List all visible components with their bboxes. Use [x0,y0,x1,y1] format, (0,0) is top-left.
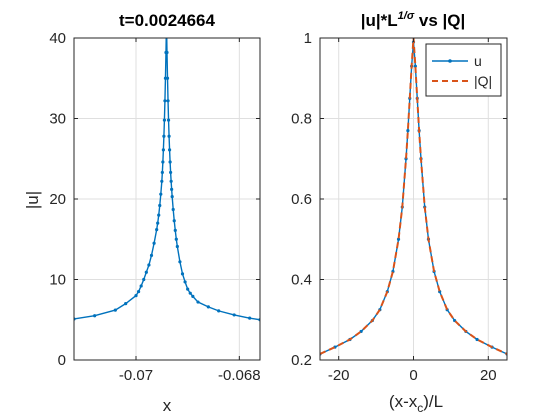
p0-data-point [172,219,176,223]
p1-series-line-1 [320,38,507,355]
p0-x-tick-label: -0.068 [218,367,261,384]
p1-x-tick-label: 20 [480,367,497,384]
p0-data-point [147,263,151,267]
left-x-axis-label: x [163,396,172,415]
p0-data-point [166,118,171,122]
p0-data-point [173,228,177,232]
p0-data-point [152,241,156,245]
p0-data-point [248,316,252,320]
p0-data-point [170,187,174,191]
p0-data-point [142,277,146,282]
left-y-axis-label: |u| [23,191,42,209]
p0-data-point [165,76,170,80]
p0-data-point [167,134,171,138]
legend-marker-0 [448,59,452,63]
p0-data-point [161,160,165,164]
p0-data-point [144,270,148,274]
p0-x-tick-label: -0.07 [119,367,153,384]
p1-data-point [475,337,479,342]
legend: u |Q| [425,43,502,97]
right-title: |u|*L1/σ vs |Q| [361,10,465,30]
p0-data-point [158,203,162,208]
p0-data-point [139,284,143,288]
p0-data-point [169,179,173,183]
p0-data-point [170,194,174,199]
p0-data-point [161,148,165,152]
p0-data-point [162,118,167,122]
p0-data-point [155,227,159,232]
legend-label-1: |Q| [474,73,492,89]
p0-data-point [169,170,173,175]
p0-data-point [165,50,169,55]
p1-y-tick-label: 1 [304,30,312,47]
left-title: t=0.0024664 [119,11,215,30]
p0-data-point [186,287,190,291]
p0-data-point [160,170,164,175]
p1-data-point [396,237,401,241]
p1-y-tick-label: 0.6 [291,191,312,208]
legend-box [425,43,502,97]
left-plot: t=0.0024664 x |u| -0.07 -0.068 0 10 20 30 40 [23,11,261,415]
p0-y-tick-label: 40 [49,30,66,47]
p1-y-tick-label: 0.4 [291,272,312,289]
p0-data-point [183,280,187,284]
p0-data-point [168,160,172,164]
p0-data-point [167,148,172,152]
p0-data-point [159,192,163,196]
p0-data-point [191,294,195,299]
p0-data-point [217,309,221,313]
right-x-axis-label: (x-xc)/L [389,392,443,415]
p0-data-point [156,221,160,225]
p0-data-point [93,314,97,318]
p0-data-point [175,244,179,249]
p0-data-point [136,289,141,294]
right-plot: |u|*L1/σ vs |Q| (x-xc)/L -20 0 20 0.2 0.4 0.6… [291,10,508,415]
p0-y-tick-label: 0 [58,352,66,369]
p1-data-point [413,64,417,68]
p0-y-tick-label: 20 [49,191,66,208]
p0-data-point [157,213,161,217]
p0-data-point [163,99,167,103]
p0-data-point [174,237,178,241]
p0-data-point [113,308,117,312]
p0-data-point [188,291,192,295]
p1-data-point [406,128,410,133]
p0-data-point [178,260,182,264]
p0-data-point [180,272,185,276]
p0-data-point [206,305,210,309]
p0-data-point [232,313,236,317]
p0-y-tick-label: 30 [49,111,66,128]
p1-y-tick-label: 0.8 [291,111,312,128]
p0-data-point [124,302,128,306]
p0-data-point [162,134,166,138]
p1-x-tick-label: -20 [328,367,350,384]
p0-data-point [160,179,164,183]
p0-data-point [196,300,200,304]
p1-y-tick-label: 0.2 [291,352,312,369]
p1-x-tick-label: 0 [409,367,417,384]
p0-y-tick-label: 10 [49,272,66,289]
p0-data-point [171,207,175,212]
p0-data-point [149,253,154,257]
p0-data-point [134,294,138,298]
p0-data-point [166,99,170,103]
legend-label-0: u [474,53,482,69]
